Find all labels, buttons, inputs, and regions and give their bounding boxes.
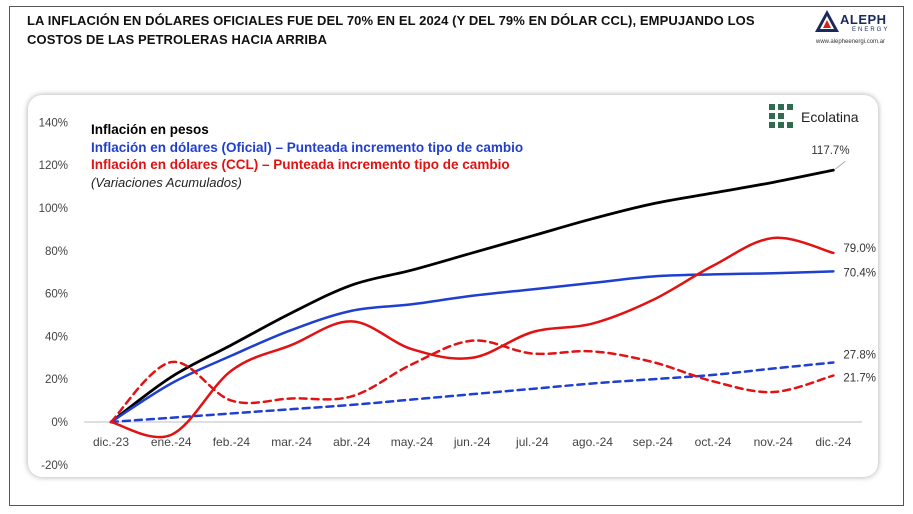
ecolatina-name: Ecolatina	[801, 109, 859, 125]
ecolatina-grid-icon	[769, 104, 793, 128]
x-tick-label: abr.-24	[333, 435, 371, 449]
x-tick-label: nov.-24	[754, 435, 793, 449]
end-data-label: 27.8%	[843, 350, 876, 362]
x-tick-label: dic.-23	[93, 435, 129, 449]
aleph-energy-logo: ALEPH ENERGY www.alepheenergi.com.ar	[812, 9, 902, 49]
legend-entry-oficial: Inflación en dólares (Oficial) – Puntead…	[91, 139, 524, 155]
x-tick-label: mar.-24	[271, 435, 312, 449]
series-line-0	[109, 168, 835, 424]
y-tick-label: 120%	[39, 160, 68, 172]
end-data-label: 21.7%	[843, 373, 876, 385]
y-tick-label: 80%	[45, 246, 68, 258]
x-tick-label: dic.-24	[815, 435, 851, 449]
brand-url: www.alepheenergi.com.ar	[816, 39, 886, 45]
end-label-leader	[835, 160, 846, 170]
end-data-label: 117.7%	[811, 145, 849, 157]
chart-legend: Inflación en pesos Inflación en dólares …	[91, 121, 523, 191]
x-tick-label: jun.-24	[453, 435, 491, 449]
series-line-2	[109, 361, 835, 424]
ecolatina-logo: Ecolatina	[769, 104, 879, 132]
series-line-1	[109, 270, 835, 424]
x-tick-label: ene.-24	[151, 435, 192, 449]
legend-entry-ccl: Inflación en dólares (CCL) – Punteada in…	[91, 157, 510, 172]
y-tick-label: -20%	[41, 460, 68, 472]
brand-name: ALEPH	[840, 12, 887, 27]
y-tick-label: 0%	[51, 417, 68, 429]
legend-entry-pesos: Inflación en pesos	[91, 122, 209, 137]
x-tick-label: jul.-24	[515, 435, 549, 449]
legend-note: (Variaciones Acumulados)	[91, 174, 242, 190]
x-tick-label: oct.-24	[695, 435, 732, 449]
y-tick-label: 100%	[39, 203, 68, 215]
y-tick-label: 20%	[45, 374, 68, 386]
aleph-triangle-icon	[815, 10, 839, 32]
y-tick-label: 140%	[39, 117, 68, 129]
y-tick-label: 40%	[45, 331, 68, 343]
chart-panel	[28, 95, 878, 477]
x-tick-label: sep.-24	[633, 435, 673, 449]
end-data-label: 70.4%	[843, 267, 876, 279]
end-data-label: 79.0%	[843, 243, 876, 255]
x-tick-label: may.-24	[391, 435, 434, 449]
series-line-3	[109, 236, 835, 439]
x-tick-label: feb.-24	[213, 435, 251, 449]
y-tick-label: 60%	[45, 289, 68, 301]
series-line-4	[109, 339, 835, 424]
x-tick-label: ago.-24	[572, 435, 613, 449]
page-title: LA INFLACIÓN EN DÓLARES OFICIALES FUE DE…	[27, 13, 755, 47]
brand-sub: ENERGY	[852, 27, 890, 33]
